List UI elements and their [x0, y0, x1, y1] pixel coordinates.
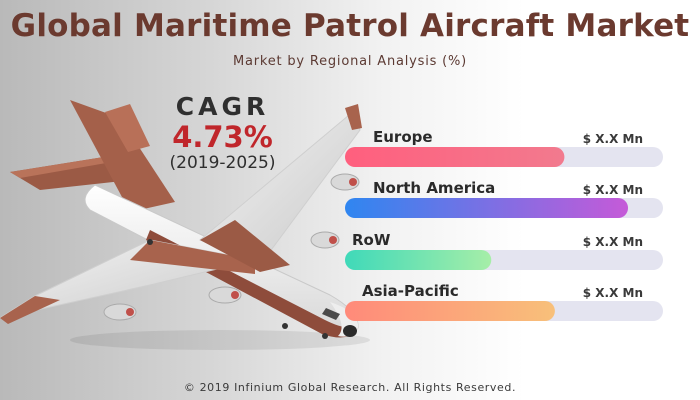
- value-label-north-america: $ X.X Mn: [583, 183, 643, 197]
- category-label-europe: Europe: [373, 128, 433, 146]
- bar-europe: [345, 147, 565, 167]
- cagr-period: (2019-2025): [169, 153, 276, 173]
- value-label-row: $ X.X Mn: [583, 235, 643, 249]
- page-subtitle: Market by Regional Analysis (%): [232, 54, 468, 69]
- bar-row: [345, 250, 492, 270]
- value-label-europe: $ X.X Mn: [583, 132, 643, 146]
- value-label-asia-pacific: $ X.X Mn: [583, 286, 643, 300]
- category-label-north-america: North America: [373, 179, 495, 197]
- bar-asia-pacific: [345, 301, 555, 321]
- cagr-value: 4.73%: [172, 120, 273, 154]
- maritime-patrol-aircraft-icon: [0, 100, 370, 350]
- bar-north-america: [345, 198, 629, 218]
- category-label-asia-pacific: Asia-Pacific: [362, 282, 459, 300]
- cagr-label: CAGR: [175, 92, 270, 121]
- page-title: Global Maritime Patrol Aircraft Market: [10, 8, 690, 44]
- category-label-row: RoW: [352, 231, 391, 249]
- copyright-notice: © 2019 Infinium Global Research. All Rig…: [183, 381, 517, 394]
